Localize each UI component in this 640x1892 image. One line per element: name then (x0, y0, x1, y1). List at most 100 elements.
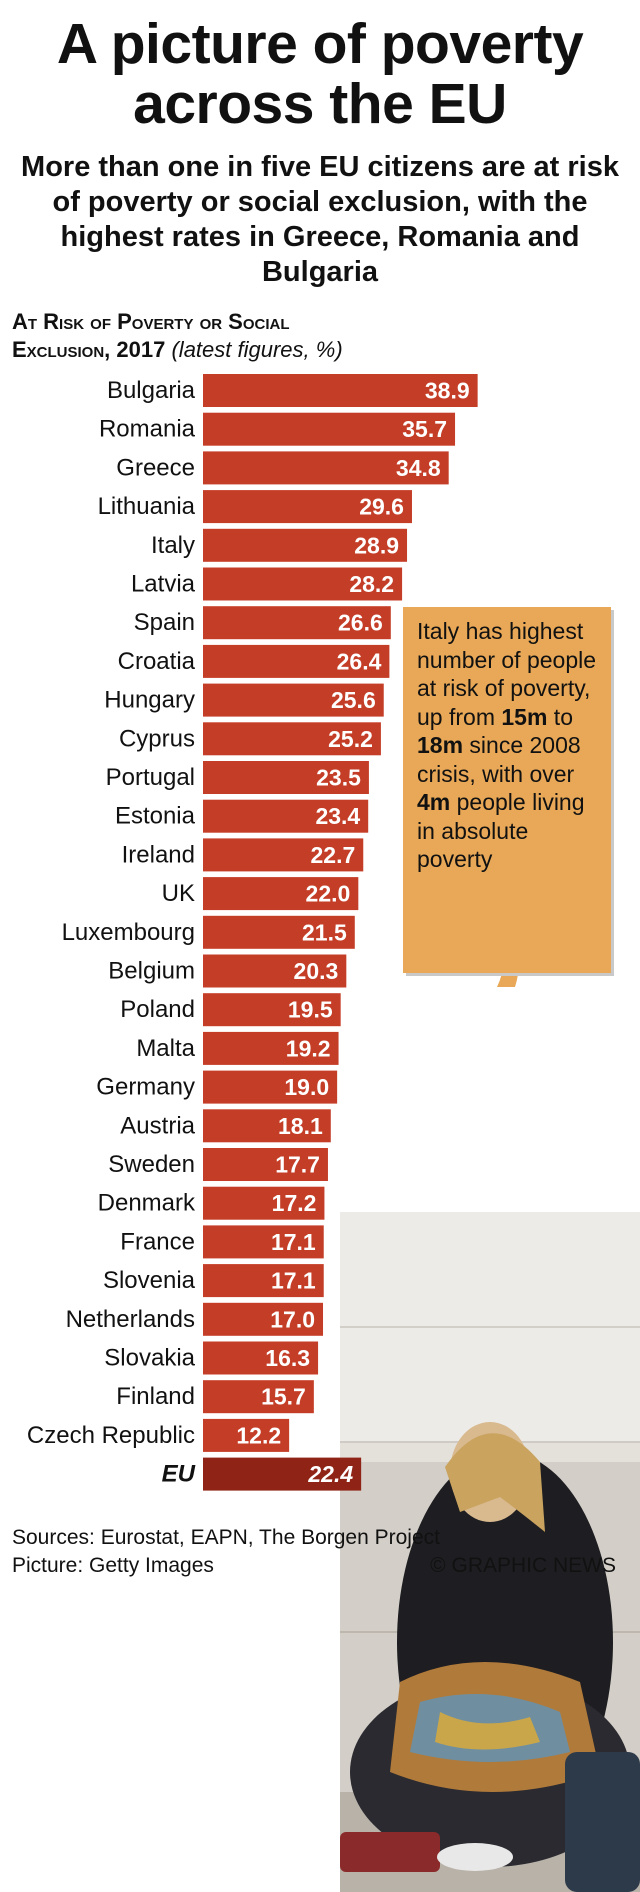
callout-bold-15m: 15m (501, 703, 548, 730)
sources-note: Sources: Eurostat, EAPN, The Borgen Proj… (12, 1526, 440, 1549)
value-label-hungary: 25.6 (331, 687, 376, 713)
category-label-czech-republic: Czech Republic (27, 1422, 195, 1449)
bar-cyprus (203, 722, 381, 756)
category-label-sweden: Sweden (108, 1151, 195, 1178)
bar-estonia (203, 799, 369, 833)
bar-latvia (203, 567, 403, 601)
bar-malta (203, 1031, 339, 1065)
chart-unit-note: (latest figures, %) (171, 337, 343, 362)
category-label-latvia: Latvia (131, 571, 196, 598)
category-label-spain: Spain (134, 609, 195, 636)
callout-text-2: to (547, 703, 573, 730)
chart-heading-line1: At Risk of Poverty or Social (12, 309, 290, 334)
value-label-uk: 22.0 (306, 881, 351, 907)
value-label-poland: 19.5 (288, 997, 333, 1023)
value-label-lithuania: 29.6 (359, 494, 404, 520)
category-label-malta: Malta (136, 1035, 195, 1062)
category-label-luxembourg: Luxembourg (62, 919, 195, 946)
category-label-cyprus: Cyprus (119, 725, 195, 752)
bar-france (203, 1225, 324, 1259)
category-label-poland: Poland (120, 996, 195, 1023)
value-label-france: 17.1 (271, 1229, 316, 1255)
bar-luxembourg (203, 915, 355, 949)
category-label-france: France (120, 1228, 195, 1255)
bar-czech-republic (203, 1418, 290, 1452)
category-label-italy: Italy (151, 532, 195, 559)
value-label-cyprus: 25.2 (328, 726, 373, 752)
category-label-croatia: Croatia (118, 648, 196, 675)
value-label-luxembourg: 21.5 (302, 919, 347, 945)
value-label-denmark: 17.2 (272, 1190, 317, 1216)
italy-callout: Italy has highest number of people at ri… (403, 607, 611, 973)
callout-bold-4m: 4m (417, 789, 451, 815)
value-label-croatia: 26.4 (337, 648, 382, 674)
category-label-netherlands: Netherlands (66, 1306, 195, 1333)
page-title: A picture of poverty across the EU (56, 12, 584, 136)
bar-croatia (203, 644, 390, 678)
bar-bulgaria (203, 374, 478, 407)
bar-uk (203, 877, 359, 911)
bar-germany (203, 1070, 338, 1104)
bar-slovakia (203, 1341, 319, 1375)
page-subtitle: More than one in five EU citizens are at… (21, 151, 619, 288)
category-label-belgium: Belgium (108, 958, 195, 985)
category-label-estonia: Estonia (115, 803, 196, 830)
value-label-estonia: 23.4 (315, 803, 360, 829)
category-label-eu: EU (162, 1461, 196, 1488)
bar-netherlands (203, 1302, 324, 1336)
bar-finland (203, 1380, 314, 1414)
callout-text-1: Italy has highest number of people at ri… (417, 618, 597, 730)
bar-italy (203, 528, 408, 562)
chart-heading: At Risk of Poverty or Social Exclusion, … (12, 308, 612, 364)
bar-ireland (203, 838, 364, 872)
chart-heading-line2: Exclusion, 2017 (12, 337, 166, 362)
value-label-ireland: 22.7 (310, 842, 355, 868)
bar-lithuania (203, 490, 412, 524)
value-label-slovakia: 16.3 (265, 1345, 310, 1371)
value-label-greece: 34.8 (396, 455, 441, 481)
value-label-portugal: 23.5 (316, 765, 361, 791)
category-label-austria: Austria (120, 1112, 195, 1139)
bar-sweden (203, 1148, 328, 1181)
value-label-spain: 26.6 (338, 610, 383, 636)
bar-spain (203, 606, 391, 640)
category-label-greece: Greece (116, 454, 195, 481)
category-label-hungary: Hungary (104, 687, 195, 714)
callout-text-4: people living in absolute poverty (417, 789, 585, 872)
bar-belgium (203, 954, 347, 988)
category-label-bulgaria: Bulgaria (107, 377, 196, 404)
category-label-slovakia: Slovakia (104, 1345, 195, 1372)
category-label-portugal: Portugal (106, 764, 195, 791)
value-label-romania: 35.7 (402, 416, 447, 442)
picture-credit: Picture: Getty Images (12, 1554, 214, 1577)
category-label-romania: Romania (99, 416, 196, 443)
bar-slovenia (203, 1264, 324, 1298)
value-label-italy: 28.9 (354, 532, 399, 558)
bar-austria (203, 1109, 331, 1143)
value-label-austria: 18.1 (278, 1113, 323, 1139)
bar-greece (203, 451, 449, 485)
category-label-uk: UK (162, 880, 195, 907)
bar-portugal (203, 761, 369, 794)
bar-chart: Bulgaria 38.9 Romania 35.7 Greece 34.8 Lithuan… (27, 374, 478, 1491)
callout-text-3: since 2008 crisis, with over (417, 732, 581, 787)
value-label-netherlands: 17.0 (270, 1306, 315, 1332)
category-label-slovenia: Slovenia (103, 1267, 196, 1294)
value-label-slovenia: 17.1 (271, 1268, 316, 1294)
bar-poland (203, 993, 341, 1027)
value-label-sweden: 17.7 (275, 1152, 320, 1178)
value-label-belgium: 20.3 (294, 958, 339, 984)
value-label-eu: 22.4 (307, 1461, 353, 1487)
bar-eu (203, 1457, 362, 1491)
category-label-germany: Germany (96, 1074, 195, 1101)
category-label-denmark: Denmark (98, 1190, 196, 1217)
value-label-czech-republic: 12.2 (236, 1422, 281, 1448)
category-label-finland: Finland (116, 1383, 195, 1410)
category-label-ireland: Ireland (122, 841, 195, 868)
value-label-germany: 19.0 (284, 1074, 329, 1100)
bar-denmark (203, 1186, 325, 1220)
callout-bold-18m: 18m (417, 732, 464, 758)
copyright-note: © GRAPHIC NEWS (430, 1554, 616, 1577)
bar-hungary (203, 683, 384, 717)
category-label-lithuania: Lithuania (98, 493, 196, 520)
